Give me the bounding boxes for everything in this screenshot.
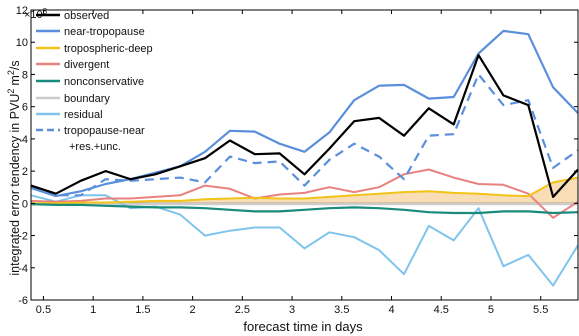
- x-tick-label: 0.5: [36, 304, 51, 316]
- x-tick-label: 1.5: [135, 304, 150, 316]
- y-tick-label: 4: [22, 134, 28, 146]
- y-tick-label: 6: [22, 102, 28, 114]
- y-axis-multiplier: ×108: [24, 7, 48, 21]
- series-line-tropospheric-deep: [31, 176, 579, 205]
- y-tick-label: 0: [22, 198, 28, 210]
- legend: observed near-tropopause tropospheric-deep…: [36, 10, 153, 153]
- y-tick-label: 12: [16, 5, 28, 17]
- x-axis-ticks: 0.5 1 1.5 2 2.5 3 3.5 4 4.5 5 5.5: [36, 10, 548, 316]
- x-tick-label: 2: [190, 304, 196, 316]
- series-line-near-tropopause: [30, 29, 579, 198]
- x-tick-label: 4.5: [434, 304, 449, 316]
- y-axis-multiplier-base: ×10: [24, 9, 43, 21]
- legend-label-nonconservative: nonconservative: [64, 76, 144, 88]
- x-tick-label: 5.5: [533, 304, 548, 316]
- series-line-divergent: [30, 168, 579, 219]
- y-axis-label-main: integrated error tendency in PVU: [8, 94, 22, 276]
- plot-frame: [30, 9, 579, 301]
- series-line-residual: [30, 194, 579, 287]
- y-axis-label-sup1: 2: [6, 89, 16, 94]
- legend-label-tropopause-near-line2: +res.+unc.: [69, 141, 121, 153]
- x-tick-label: 5: [488, 304, 494, 316]
- x-tick-label: 3: [289, 304, 295, 316]
- y-axis-label: integrated error tendency in PVU2m2/s: [6, 60, 22, 275]
- band-near-tropopause: [31, 30, 578, 197]
- x-tick-label: 3.5: [334, 304, 349, 316]
- y-axis-label-unit: m: [8, 75, 22, 85]
- band-tropospheric-deep: [31, 177, 578, 204]
- y-tick-label: 2: [22, 166, 28, 178]
- legend-label-boundary: boundary: [64, 93, 110, 105]
- series-line-nonconservative: [30, 203, 579, 215]
- x-axis-label: forecast time in days: [243, 319, 363, 334]
- series-line-tropopause-near: [30, 73, 579, 197]
- y-tick-label: 8: [22, 69, 28, 81]
- legend-label-tropopause-near: tropopause-near: [64, 125, 145, 137]
- x-tick-label: 4: [388, 304, 394, 316]
- series-line-observed: [30, 53, 579, 198]
- series-lines: [30, 29, 579, 287]
- legend-label-divergent: divergent: [64, 59, 109, 71]
- y-axis-label-sup2: 2: [6, 70, 16, 75]
- legend-label-observed: observed: [64, 10, 109, 22]
- uncertainty-bands: [31, 30, 578, 204]
- legend-label-near-tropopause: near-tropopause: [64, 26, 145, 38]
- y-axis-ticks: -6 -4 -2 0 2 4 6 8 10 12: [16, 5, 578, 307]
- y-tick-label: -4: [18, 263, 28, 275]
- y-tick-label: 10: [16, 37, 28, 49]
- y-tick-label: -2: [18, 231, 28, 243]
- legend-label-residual: residual: [64, 109, 103, 121]
- x-tick-label: 2.5: [235, 304, 250, 316]
- y-axis-label-tail: /s: [8, 60, 22, 70]
- x-tick-label: 1: [90, 304, 96, 316]
- y-axis-multiplier-exp: 8: [43, 7, 48, 16]
- legend-label-tropospheric-deep: tropospheric-deep: [64, 43, 153, 55]
- y-tick-label: -6: [18, 295, 28, 307]
